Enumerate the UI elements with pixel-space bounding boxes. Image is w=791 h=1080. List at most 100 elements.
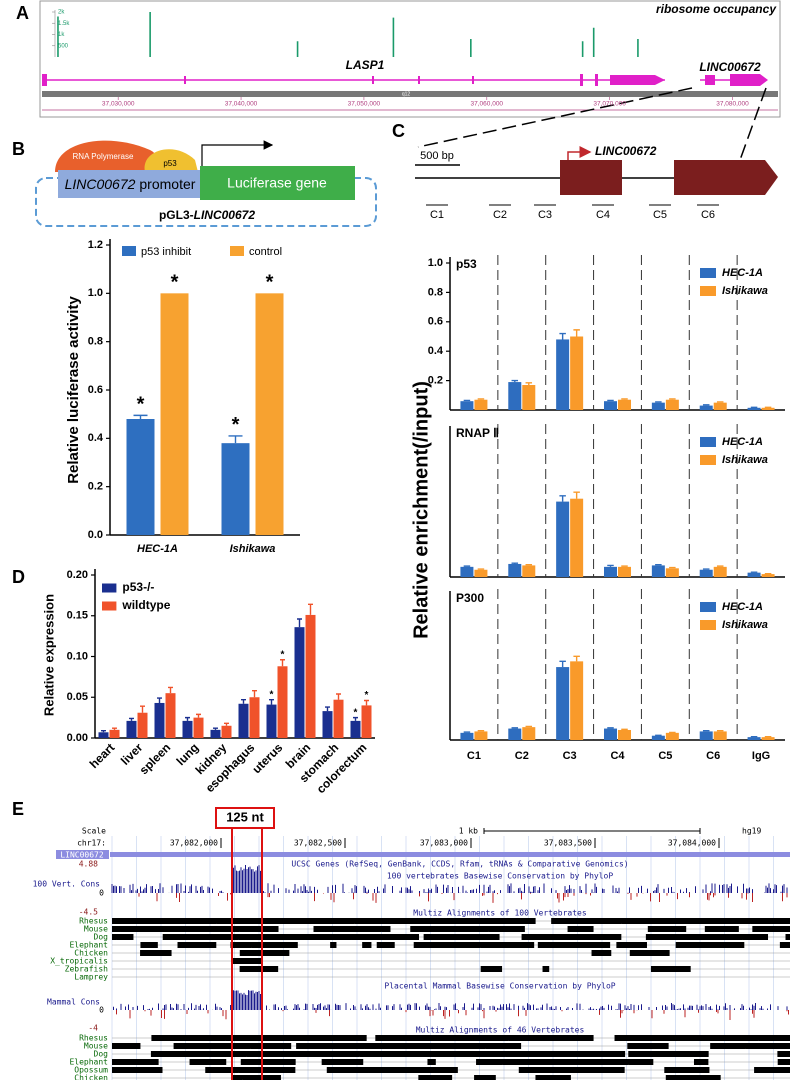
y-tick-label: 0.00 [67,732,88,744]
genome-browser: Scale chr17: 1 kb hg19 37,082,000 37,082,500 3… [33,827,790,1080]
error-bar [559,495,566,502]
bar [747,572,761,577]
legend-label: control [249,246,282,258]
browser-text: Mammal Cons [47,998,100,1007]
y-tick-label: 0.0 [88,529,103,541]
error-bar [621,565,628,567]
error-bar [269,698,274,705]
bar [651,565,665,577]
error-bar [353,716,358,721]
legend-label: HEC-1A [722,267,763,279]
bar [249,697,260,738]
browser-text: Scale [82,827,106,836]
alignment-block [112,926,790,932]
facet-label: P300 [456,591,484,605]
region-label: C5 [653,209,667,221]
reporter-label: Luciferase gene [227,175,327,191]
alignment-block [112,1067,790,1073]
legend-label: p53-/- [122,580,154,594]
browser-text: 4.88 [79,860,98,869]
bar [556,667,570,740]
error-bar [525,382,533,386]
bar [604,566,617,577]
alignment-block [112,1059,790,1065]
panel-label: C [392,121,405,141]
bar [350,720,361,738]
y-tick-label: 0.6 [88,384,103,396]
bar [460,566,474,577]
panel-label: D [12,567,25,587]
alignment-block [151,1035,790,1041]
facet-label: p53 [456,257,477,271]
error-bar [463,731,471,733]
y-tick-label: 1.0 [88,287,103,299]
significance: * [281,649,285,660]
browser-text: -4.5 [79,908,98,917]
gene-model-c [415,146,778,195]
browser-text: 37,083,000 [420,839,468,848]
error-bar [101,729,106,733]
bar [604,728,617,740]
region-label: C3 [538,209,552,221]
x-tick-label: C3 [563,750,577,762]
error-bar [669,566,676,569]
legend-swatch [700,268,716,278]
bar [508,728,522,740]
error-bar [573,491,580,499]
error-bar [364,699,369,706]
conservation [138,893,788,903]
legend-swatch [700,286,716,296]
x-tick-label: HEC-1A [137,543,178,555]
y-axis-label: Relative enrichment(/input) [410,381,432,639]
bar [747,407,761,410]
bar [165,693,176,738]
bar [699,731,713,740]
bar [604,401,617,410]
error-bar [607,399,614,402]
y-axis-label: Relative luciferase activity [65,296,82,484]
browser-text: Placental Mammal Basewise Conservation b… [384,982,615,991]
region-label: C2 [493,209,507,221]
significance: * [137,394,145,416]
conservation [111,865,788,893]
error-bar [716,401,724,403]
browser-text: X_tropicalis [50,957,108,966]
bar [221,725,232,738]
error-bar [702,568,710,570]
error-bar [655,401,662,403]
bar [460,732,474,740]
promoter-word: promoter [139,176,195,192]
error-bar [325,706,330,712]
legend-swatch [700,455,716,465]
legend-swatch [102,601,117,611]
error-bar [336,693,341,700]
bar [713,402,727,410]
browser-text: Multiz Alignments of 46 Vertebrates [416,1026,585,1035]
construct [35,140,377,227]
error-bar [140,705,145,713]
x-tick-label: C2 [515,750,529,762]
browser-text: 100 vertebrates Basewise Conservation by… [387,872,614,881]
browser-text: 0 [99,889,104,898]
y-tick-label: 0.8 [428,286,443,298]
y-tick-label: 0.10 [67,650,88,662]
error-bar [112,727,117,730]
bar [361,705,372,738]
y-tick-label: 1.2 [88,239,103,251]
gene-label: LINC00672 [595,144,657,158]
y-tick-label: 500 [58,43,69,49]
browser-text: Multiz Alignments of 100 Vertebrates [413,909,587,918]
browser-text: 0 [99,1006,104,1015]
panel-label: B [12,139,25,159]
bar [193,717,204,738]
bar [665,399,679,410]
scale-label: 500 bp [420,150,454,162]
legend-swatch [700,620,716,630]
bar [522,565,536,577]
browser-text: Lamprey [74,973,108,982]
browser-text: LINC00672 [60,851,104,860]
factor-label: p53 [163,159,177,168]
bar [333,699,344,738]
legend-label: Ishikawa [722,454,768,466]
bar [474,399,488,410]
